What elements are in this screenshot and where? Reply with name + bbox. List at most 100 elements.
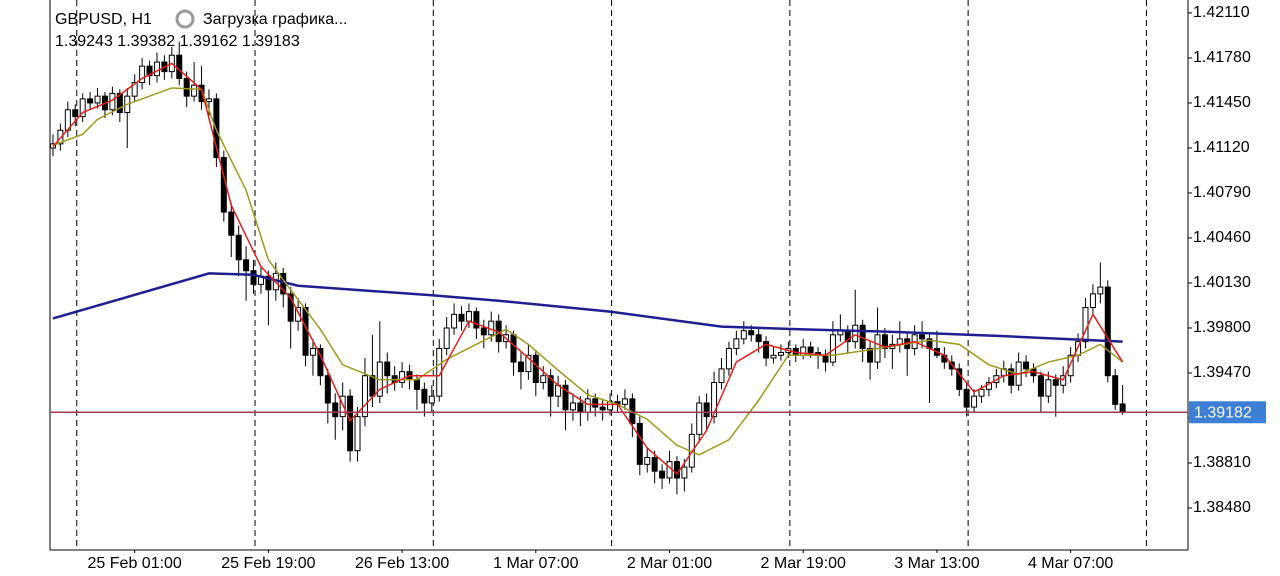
candle-body [748,330,755,336]
candle-body [651,457,658,472]
y-tick-label: 1.40460 [1193,229,1251,246]
candle-body [510,334,517,363]
candle-body [956,368,963,390]
candle-body [384,361,391,377]
x-tick-label: 2 Mar 01:00 [627,555,712,572]
candle-body [369,375,376,397]
y-tick-label: 1.40130 [1193,274,1251,291]
candle-body [451,313,458,329]
candle-body [1089,293,1096,309]
y-tick-label: 1.40790 [1193,184,1251,201]
candle-body [235,234,242,261]
candle-body [250,270,257,285]
x-tick-label: 1 Mar 07:00 [493,555,578,572]
loading-icon [175,9,195,29]
y-tick-label: 1.41120 [1193,139,1250,156]
candle-body [807,346,814,354]
candle-body [116,92,123,114]
candle-body [421,388,428,404]
candle-body [1067,354,1074,377]
candle-body [413,379,420,390]
candle-body [540,375,547,384]
candle-body [696,402,703,435]
candle-body [978,388,985,397]
candle-body [183,77,190,97]
candle-body [1045,379,1052,397]
candle-body [644,457,651,465]
candle-body [473,311,480,329]
candle-body [153,61,160,77]
x-tick-label: 2 Mar 19:00 [761,555,846,572]
candle-body [265,275,272,291]
low: 1.39162 [180,33,238,50]
y-tick-label: 1.38810 [1193,454,1251,471]
moving-average [52,272,1123,343]
candle-body [191,84,198,97]
candle-body [131,82,138,97]
candle-body [725,347,732,370]
high: 1.39382 [117,33,175,50]
y-tick-label: 1.39800 [1193,319,1251,336]
x-tick-label: 4 Mar 07:00 [1028,555,1113,572]
candle-body [1023,361,1030,370]
status: Загрузка графика... [203,11,347,28]
candle-body [673,461,680,479]
candle-body [822,354,829,363]
candle-body [562,384,569,411]
close: 1.39183 [242,33,300,50]
candle-body [480,327,487,336]
candle-body [1112,375,1119,405]
candle-body [1104,286,1111,377]
candle-body [465,311,472,322]
candle-body [361,375,368,418]
candle-body [458,313,465,322]
candle-body [659,470,666,479]
ohlc-info: 1.39243 1.39382 1.39162 1.39183 [55,33,300,50]
candle-body [72,109,79,118]
y-tick-label: 1.38480 [1193,499,1251,516]
candle-body [205,98,212,103]
candle-body [703,402,710,418]
candle-body [139,65,146,84]
candle-body [1097,286,1104,295]
candle-body [428,395,435,404]
candle-body [963,388,970,408]
candle-body [599,406,606,411]
candle-body [1052,379,1059,386]
x-tick-label: 25 Feb 19:00 [221,555,315,572]
candle-body [577,402,584,414]
bid-label-bg [1189,401,1266,424]
candle-body [532,354,539,384]
candle-body [347,395,354,452]
candle-body [525,354,532,373]
candle-body [569,402,576,411]
candle-body [228,211,235,236]
candle-body [94,95,101,104]
bid-label: 1.39182 [1194,404,1252,421]
candle-body [243,259,250,272]
candle-body [592,398,599,408]
candle-body [971,395,978,408]
y-tick-label: 1.42110 [1193,4,1250,21]
candle-body [399,371,406,384]
candle-body [1037,375,1044,397]
candle-body [79,98,86,118]
candle-body [1008,368,1015,386]
moving-average [52,62,1124,476]
candle-body [332,402,339,418]
candle-body [146,65,153,77]
candle-body [621,398,628,405]
candle-body [852,324,859,343]
symbol-title: GBPUSD, H1 [55,11,152,28]
plot [49,0,1147,550]
candle-body [636,422,643,465]
y-tick-label: 1.41450 [1193,94,1251,111]
candle-body [354,416,361,452]
candle-body [584,398,591,414]
candle-body [198,84,205,103]
candle-body [339,395,346,418]
candle-body [867,347,874,363]
